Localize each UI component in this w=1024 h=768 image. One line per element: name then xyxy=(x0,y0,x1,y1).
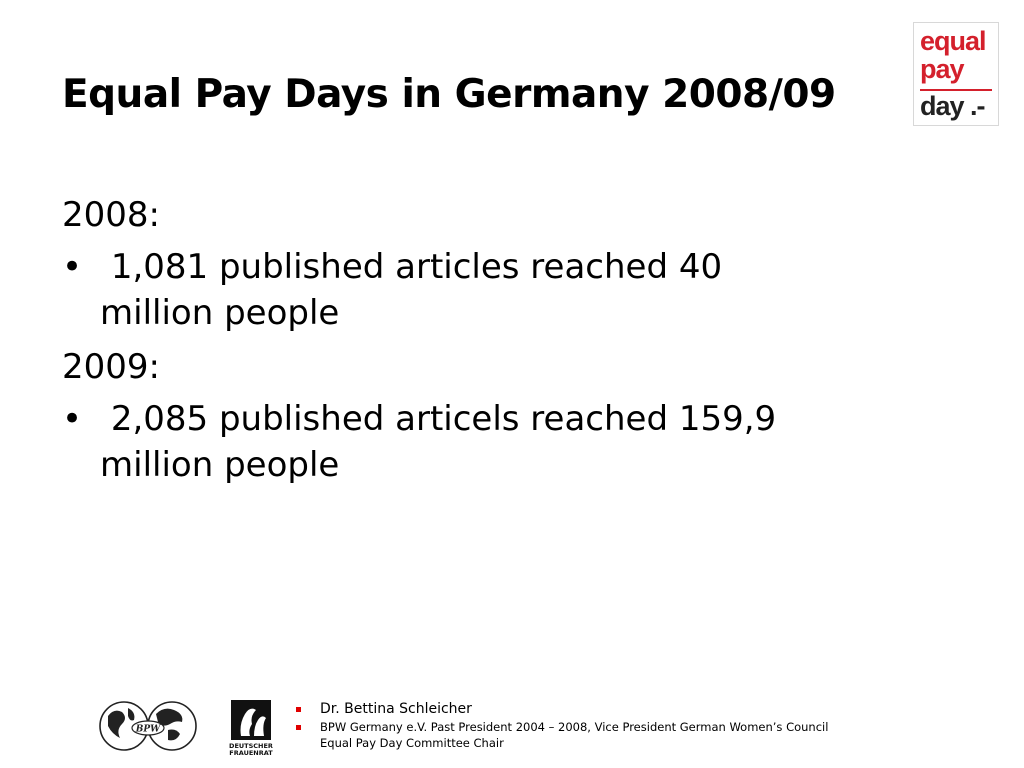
bullet-text-line1: 1,081 published articles reached 40 xyxy=(110,247,723,287)
bpw-globe-logo: BPW xyxy=(99,701,197,751)
slide-body: 2008: • 1,081 published articles reached… xyxy=(62,192,962,496)
year-heading-2009: 2009: xyxy=(62,347,160,387)
red-square-bullet-icon xyxy=(296,707,301,712)
logo-word-day: day .- xyxy=(920,91,986,121)
presenter-role-line1: BPW Germany e.V. Past President 2004 – 2… xyxy=(320,720,829,734)
bullet-text-line2: million people xyxy=(100,445,340,485)
bullet-icon: • xyxy=(62,399,83,439)
logo-divider xyxy=(920,89,992,91)
bpw-logo-text: BPW xyxy=(135,725,161,735)
deutscher-frauenrat-logo: DEUTSCHER FRAUENRAT xyxy=(229,700,273,757)
footer-role-item: BPW Germany e.V. Past President 2004 – 2… xyxy=(294,719,828,751)
bullet-text-line2: million people xyxy=(100,293,340,333)
presenter-name: Dr. Bettina Schleicher xyxy=(320,701,472,717)
year-heading-2008: 2008: xyxy=(62,195,160,235)
red-square-bullet-icon xyxy=(296,725,301,730)
presenter-role-line2: Equal Pay Day Committee Chair xyxy=(320,736,504,750)
logo-word-equal: equal xyxy=(920,26,987,56)
footer-logos: BPW DEUTSCHER FRAUENRAT xyxy=(99,700,273,757)
footer-credits: Dr. Bettina Schleicher BPW Germany e.V. … xyxy=(294,699,828,751)
bullet-item-2008: • 1,081 published articles reached 40 mi… xyxy=(62,244,962,336)
bullet-item-2009: • 2,085 published articels reached 159,9… xyxy=(62,396,962,488)
frauenrat-label-line1: DEUTSCHER xyxy=(229,742,273,750)
logo-word-pay: pay xyxy=(920,54,965,84)
footer-name-item: Dr. Bettina Schleicher xyxy=(294,699,828,719)
bullet-text-line1: 2,085 published articels reached 159,9 xyxy=(110,399,777,439)
bullet-icon: • xyxy=(62,247,83,287)
frauenrat-label-line2: FRAUENRAT xyxy=(229,749,273,757)
slide-title: Equal Pay Days in Germany 2008/09 xyxy=(62,72,836,117)
equal-pay-day-logo: equal pay day .- xyxy=(913,22,999,126)
